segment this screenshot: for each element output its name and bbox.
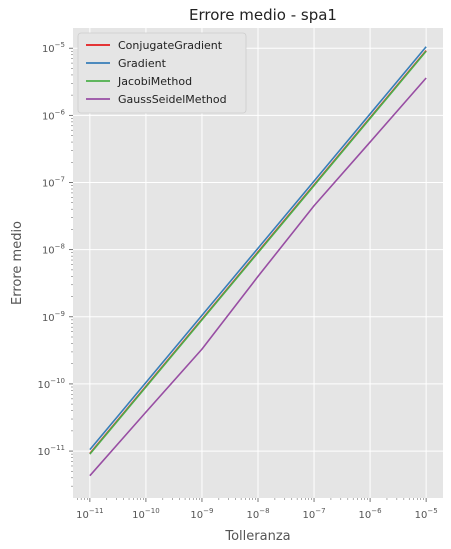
axis-ticks: 10−11 10−10 10−9 10−8 10−7 10−6 10−5 10−11 10−10…: [37, 41, 437, 521]
series-line-JacobiMethod: [89, 50, 427, 455]
x-tick-label: 10−10: [132, 507, 160, 521]
series-line-Gradient: [89, 46, 427, 451]
legend: ConjugateGradient Gradient JacobiMethod Gau…: [77, 32, 247, 114]
y-tick-label: 10−6: [42, 108, 66, 122]
x-tick-label: 10−7: [303, 507, 326, 521]
y-tick-label: 10−9: [42, 310, 65, 324]
legend-label: Gradient: [118, 57, 167, 70]
x-axis-label: Tolleranza: [224, 529, 290, 544]
x-tick-label: 10−11: [76, 507, 104, 521]
y-tick-label: 10−7: [42, 175, 65, 189]
y-tick-label: 10−11: [37, 444, 65, 458]
legend-label: JacobiMethod: [117, 75, 192, 88]
y-tick-label: 10−8: [42, 243, 65, 257]
series-lines: [89, 46, 427, 477]
x-tick-label: 10−9: [190, 507, 213, 521]
series-line-GaussSeidelMethod: [89, 77, 427, 477]
y-tick-label: 10−10: [37, 377, 65, 391]
chart-title: Errore medio - spa1: [189, 6, 337, 24]
y-tick-label: 10−5: [42, 41, 65, 55]
x-tick-label: 10−6: [359, 507, 383, 521]
legend-box: [77, 32, 247, 114]
x-tick-label: 10−8: [246, 507, 269, 521]
legend-label: ConjugateGradient: [118, 39, 223, 52]
legend-label: GaussSeidelMethod: [118, 93, 227, 106]
x-tick-label: 10−5: [415, 507, 438, 521]
y-axis-label: Errore medio: [10, 221, 25, 305]
